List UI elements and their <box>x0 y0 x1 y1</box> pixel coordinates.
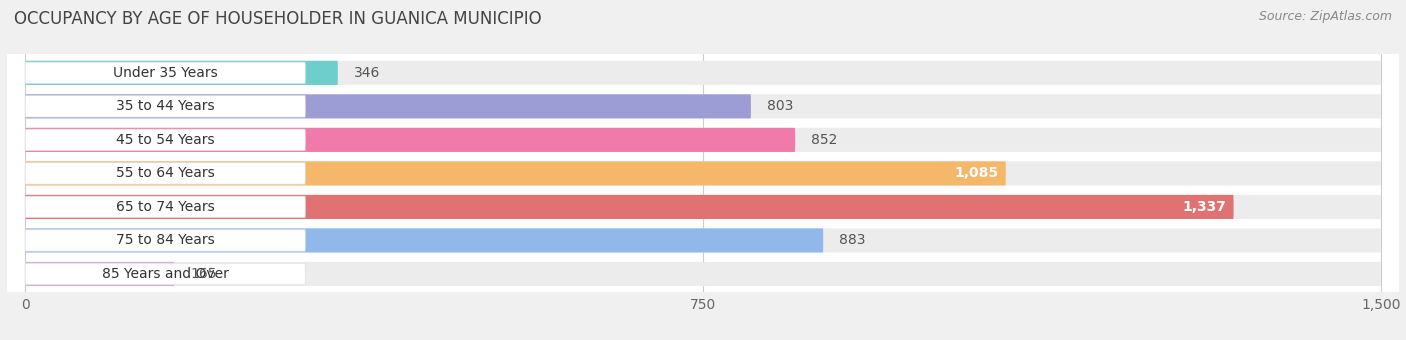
FancyBboxPatch shape <box>25 94 751 118</box>
Text: 1,337: 1,337 <box>1182 200 1226 214</box>
Text: 852: 852 <box>811 133 838 147</box>
Text: Under 35 Years: Under 35 Years <box>112 66 218 80</box>
FancyBboxPatch shape <box>25 195 1233 219</box>
Text: 346: 346 <box>354 66 381 80</box>
FancyBboxPatch shape <box>25 262 1381 286</box>
Text: 883: 883 <box>839 234 866 248</box>
Text: 45 to 54 Years: 45 to 54 Years <box>115 133 215 147</box>
Text: OCCUPANCY BY AGE OF HOUSEHOLDER IN GUANICA MUNICIPIO: OCCUPANCY BY AGE OF HOUSEHOLDER IN GUANI… <box>14 10 541 28</box>
FancyBboxPatch shape <box>25 162 1005 185</box>
FancyBboxPatch shape <box>25 162 1381 185</box>
FancyBboxPatch shape <box>25 62 305 84</box>
Text: Source: ZipAtlas.com: Source: ZipAtlas.com <box>1258 10 1392 23</box>
Text: 55 to 64 Years: 55 to 64 Years <box>115 166 215 181</box>
FancyBboxPatch shape <box>25 230 305 251</box>
FancyBboxPatch shape <box>25 128 1381 152</box>
FancyBboxPatch shape <box>25 128 796 152</box>
FancyBboxPatch shape <box>25 61 337 85</box>
Text: 65 to 74 Years: 65 to 74 Years <box>115 200 215 214</box>
FancyBboxPatch shape <box>25 263 305 285</box>
FancyBboxPatch shape <box>25 129 305 151</box>
FancyBboxPatch shape <box>25 94 1381 118</box>
Text: 1,085: 1,085 <box>955 166 998 181</box>
FancyBboxPatch shape <box>25 195 1381 219</box>
Text: 35 to 44 Years: 35 to 44 Years <box>115 99 215 113</box>
Text: 75 to 84 Years: 75 to 84 Years <box>115 234 215 248</box>
Text: 803: 803 <box>768 99 793 113</box>
Text: 165: 165 <box>191 267 217 281</box>
FancyBboxPatch shape <box>25 228 1381 253</box>
FancyBboxPatch shape <box>25 163 305 184</box>
FancyBboxPatch shape <box>25 96 305 117</box>
FancyBboxPatch shape <box>25 61 1381 85</box>
FancyBboxPatch shape <box>25 228 824 253</box>
Text: 85 Years and Over: 85 Years and Over <box>101 267 229 281</box>
FancyBboxPatch shape <box>25 196 305 218</box>
FancyBboxPatch shape <box>25 262 174 286</box>
